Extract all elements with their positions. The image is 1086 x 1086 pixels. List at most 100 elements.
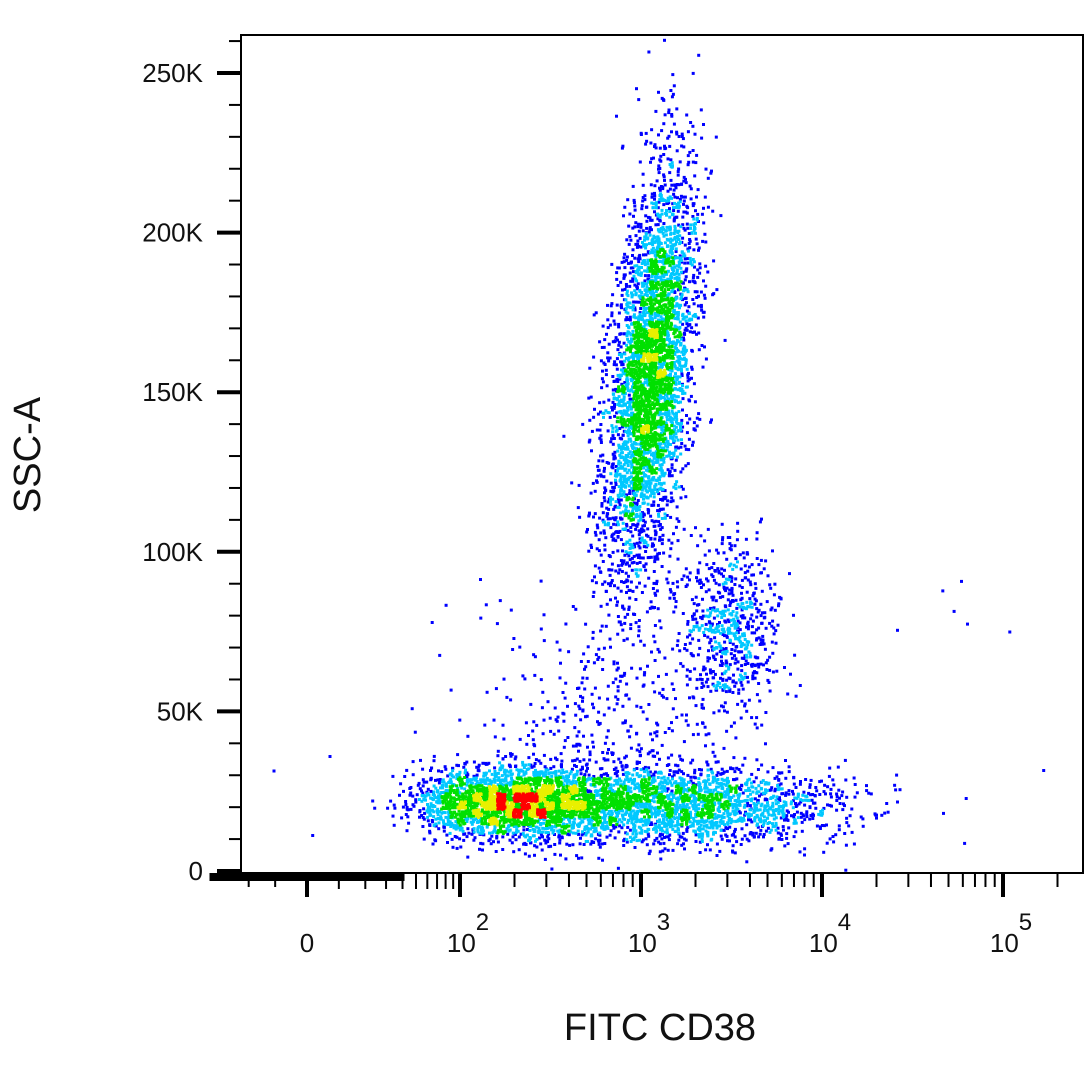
data-point [692,302,696,306]
data-point [617,757,621,761]
data-point [755,531,759,535]
data-point [678,197,682,201]
data-point [616,666,620,670]
data-point [670,183,674,187]
data-point [686,261,690,265]
data-point [657,520,661,524]
data-point [638,838,641,842]
data-point [527,734,530,737]
data-point [404,800,408,803]
data-point [778,796,781,800]
data-point [552,732,556,736]
data-point [712,684,716,688]
data-point [638,289,642,292]
data-point [653,197,656,201]
data-point [651,462,655,466]
data-point [791,806,795,810]
data-point [512,850,516,854]
data-point [656,314,660,318]
data-point [400,816,404,820]
data-point [737,691,741,695]
data-point [500,764,504,768]
data-point [456,772,460,776]
data-point [710,418,713,422]
data-point [613,456,617,460]
data-point [835,808,839,812]
data-point [736,631,740,635]
data-point [711,682,715,686]
data-point [635,760,639,764]
data-point [678,387,682,390]
data-point [777,804,781,808]
data-point [666,254,670,258]
data-point [760,589,764,593]
data-point [657,514,661,518]
data-point [626,785,630,789]
data-point [641,241,644,244]
data-point [735,624,739,628]
data-point [682,210,686,214]
data-point [695,332,698,336]
data-point [628,235,632,239]
data-point [560,759,564,763]
data-point [696,732,700,736]
data-point [713,812,717,816]
data-point [675,580,679,584]
data-point [773,608,777,612]
data-point [681,408,684,412]
data-point [596,838,600,842]
data-point [622,332,626,336]
data-point [626,389,630,392]
data-point [586,790,590,794]
data-point [658,475,662,479]
data-point [646,260,650,264]
data-point [853,783,857,786]
data-point [617,266,621,270]
data-point [724,826,728,830]
data-point [704,284,708,288]
data-point [624,719,627,723]
data-point [609,645,612,649]
data-point [698,626,702,630]
data-point [652,772,656,776]
data-point [634,785,638,789]
data-point [647,852,651,856]
data-point [629,790,633,794]
data-point [640,207,644,211]
data-point [734,614,738,618]
data-point [621,466,625,470]
data-point [627,818,631,822]
data-point [574,607,578,611]
data-point [615,411,619,415]
data-point [592,706,596,710]
data-point [621,704,625,708]
data-point [553,706,557,710]
data-point [464,768,467,772]
data-point [638,788,642,792]
data-point [753,805,757,809]
data-point [671,244,675,248]
data-point [645,219,649,223]
data-point [544,768,548,772]
data-point [652,806,656,810]
data-point [750,643,754,647]
data-point [634,447,638,451]
data-point [699,800,703,804]
data-point [619,451,623,455]
data-point [647,274,651,278]
data-point [826,803,829,807]
data-point [705,825,709,829]
data-point [669,436,672,440]
data-point [691,637,695,641]
data-point [508,824,511,828]
data-point [678,304,682,308]
data-point [623,287,627,291]
data-point [706,778,710,782]
data-point [583,773,587,777]
data-point [643,269,647,273]
data-point [672,206,675,210]
data-point [653,548,657,552]
data-point [533,772,537,776]
data-point [627,608,631,611]
data-point [758,699,762,703]
